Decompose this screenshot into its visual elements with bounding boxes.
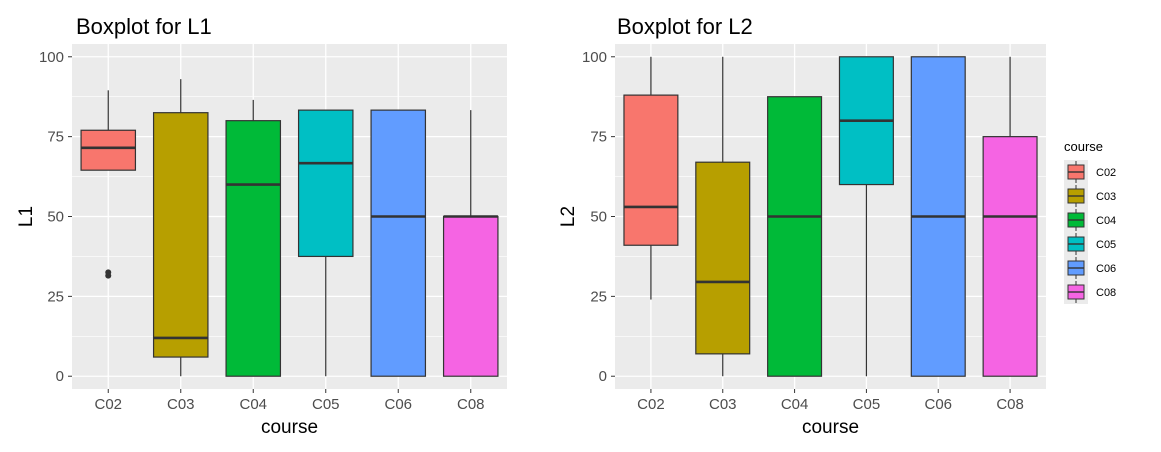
box-body (80, 129, 137, 171)
box-C08 (982, 56, 1038, 377)
legend-item-C02: C02 (1064, 160, 1116, 184)
legend-item-label: C04 (1096, 215, 1116, 227)
legend: course C02 C03 C04 C05 C06 C08 (1064, 139, 1116, 304)
legend-item-label: C02 (1096, 167, 1116, 179)
legend-item-C04: C04 (1064, 208, 1116, 232)
box-C03 (695, 56, 751, 377)
box-body (695, 161, 751, 355)
box-body (442, 215, 499, 377)
box-body (982, 136, 1038, 377)
box-body (767, 96, 823, 377)
x-tick-label: C02 (637, 396, 665, 413)
y-tick-label: 50 (47, 209, 64, 226)
x-axis-label: course (261, 417, 318, 438)
x-tick-label: C02 (94, 396, 122, 413)
y-tick-label: 0 (56, 368, 64, 385)
x-tick-label: C06 (924, 396, 952, 413)
legend-item-label: C03 (1096, 191, 1116, 203)
box-C02 (80, 90, 137, 279)
box-body (623, 94, 679, 246)
x-tick-label: C05 (312, 396, 340, 413)
y-tick-label: 100 (582, 49, 607, 66)
x-tick-label: C05 (853, 396, 881, 413)
y-tick-label: 75 (47, 129, 64, 146)
legend-title: course (1064, 139, 1103, 154)
legend-item-label: C05 (1096, 239, 1116, 251)
box-body (297, 109, 354, 258)
y-tick-label: 100 (39, 49, 64, 66)
box-C02 (623, 56, 679, 300)
outlier-point (105, 269, 112, 276)
legend-item-label: C06 (1096, 263, 1116, 275)
legend-item-C03: C03 (1064, 184, 1116, 208)
legend-item-C05: C05 (1064, 232, 1116, 256)
box-C05 (838, 56, 894, 377)
chart-title: Boxplot for L2 (617, 14, 753, 39)
box-body (225, 120, 282, 377)
legend-item-C08: C08 (1064, 280, 1116, 304)
box-C04 (225, 99, 282, 377)
box-C05 (297, 109, 354, 377)
y-tick-label: 50 (590, 209, 607, 226)
x-tick-label: C08 (996, 396, 1024, 413)
y-axis-label: L2 (558, 206, 579, 227)
box-C03 (152, 79, 209, 377)
x-tick-label: C03 (167, 396, 195, 413)
x-tick-label: C08 (457, 396, 485, 413)
box-C08 (442, 110, 499, 377)
y-tick-label: 0 (599, 368, 607, 385)
box-C06 (910, 56, 966, 377)
x-tick-label: C04 (239, 396, 267, 413)
box-C04 (767, 96, 823, 377)
y-tick-label: 75 (590, 129, 607, 146)
x-tick-label: C06 (384, 396, 412, 413)
x-axis-label: course (802, 417, 859, 438)
chart-title: Boxplot for L1 (76, 14, 212, 39)
x-tick-label: C03 (709, 396, 737, 413)
legend-item-label: C08 (1096, 287, 1116, 299)
chart-panel-1: 0 25 50 75 100 C02 C03 C04 C05 C06 C08 Boxplot for … (16, 14, 507, 438)
y-tick-label: 25 (590, 288, 607, 305)
x-tick-label: C04 (781, 396, 809, 413)
legend-item-C06: C06 (1064, 256, 1116, 280)
box-body (152, 112, 209, 358)
box-C06 (370, 109, 427, 377)
y-tick-label: 25 (47, 288, 64, 305)
box-body (370, 109, 427, 377)
y-axis-label: L1 (16, 206, 37, 227)
chart-panel-2: 0 25 50 75 100 C02 C03 C04 C05 C06 C08 Boxplot for … (558, 14, 1046, 438)
